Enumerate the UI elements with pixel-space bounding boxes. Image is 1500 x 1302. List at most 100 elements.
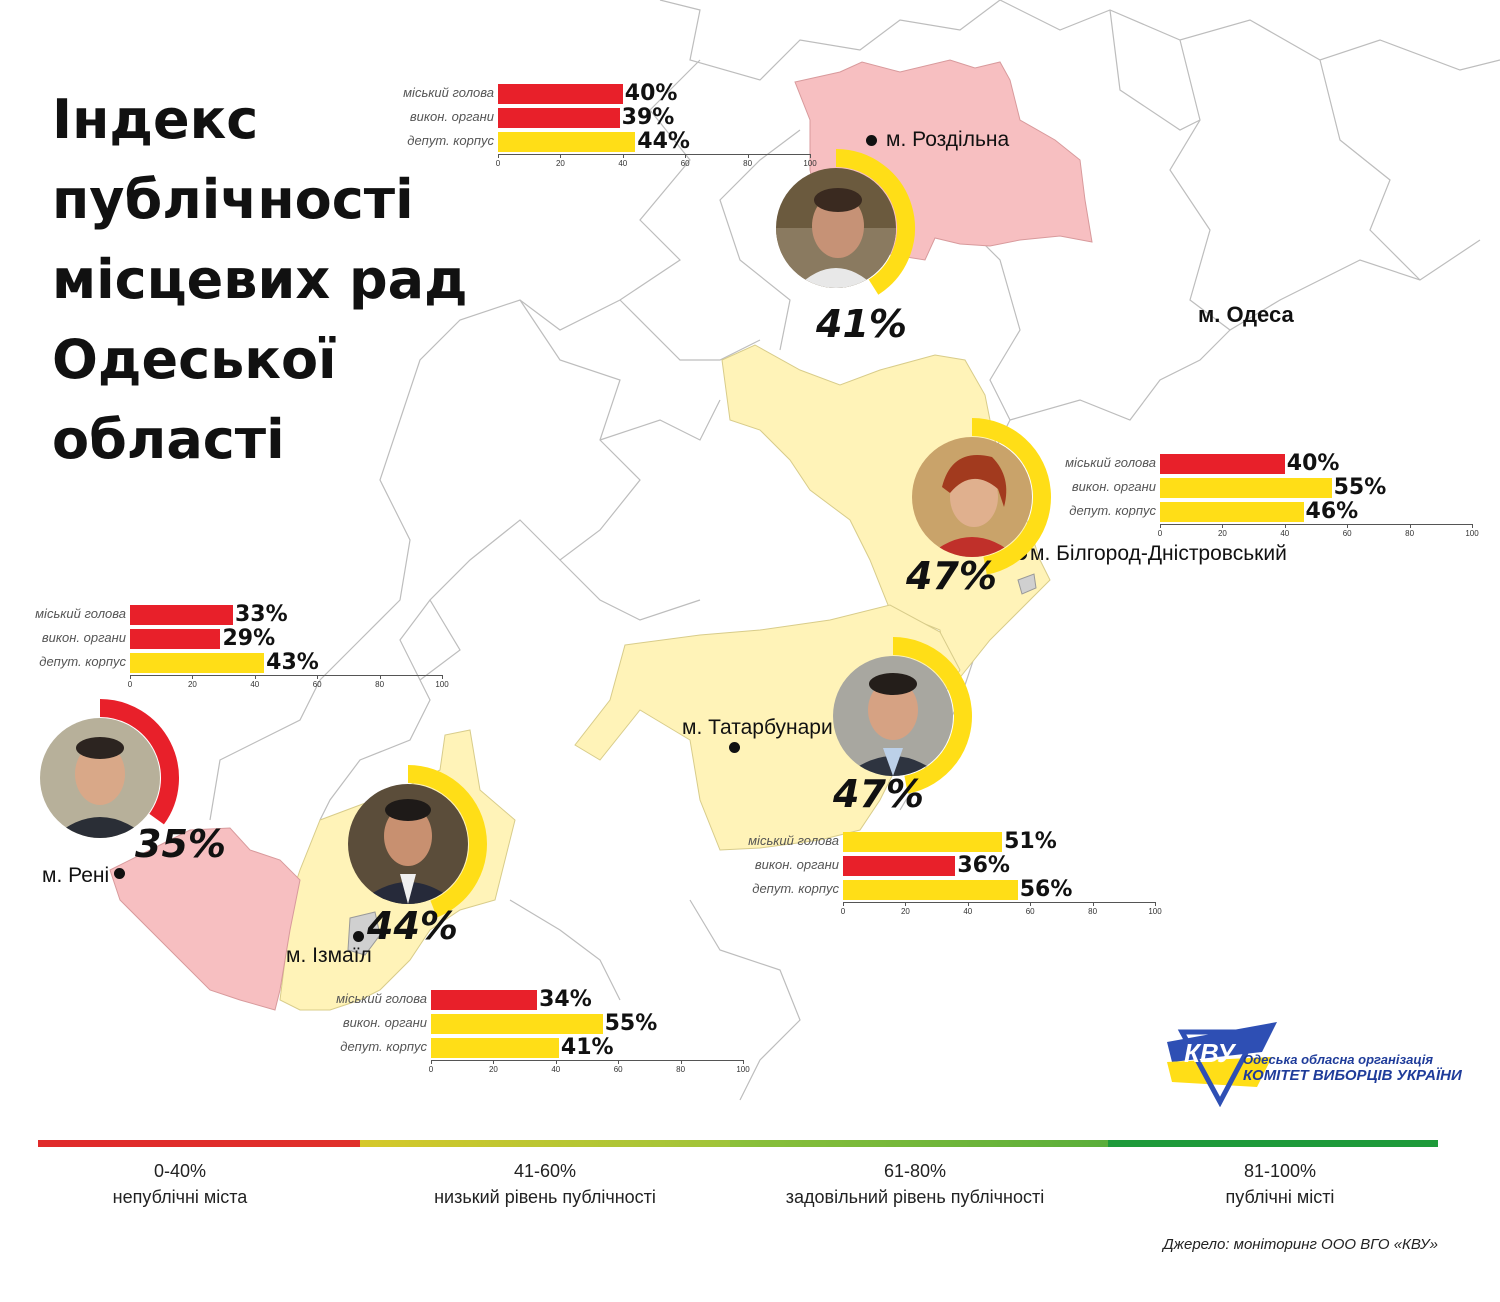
bar-value-label: 41% bbox=[560, 1035, 614, 1060]
bar bbox=[843, 832, 1003, 852]
axis-tick bbox=[747, 154, 749, 158]
avatar-rozdilna bbox=[776, 168, 896, 288]
page-title: Індекс публічності місцевих рад Одеської… bbox=[52, 88, 468, 471]
bar-value-label: 46% bbox=[1305, 499, 1359, 524]
axis-tick bbox=[498, 154, 499, 158]
bar-value-label: 33% bbox=[234, 602, 288, 627]
bar-category-label: викон. органи bbox=[41, 630, 126, 645]
bar-axis bbox=[431, 1060, 743, 1061]
bar bbox=[498, 84, 623, 104]
axis-tick bbox=[560, 154, 562, 158]
axis-tick-label: 80 bbox=[1088, 907, 1098, 916]
axis-tick bbox=[254, 675, 256, 679]
district-borders bbox=[209, 0, 1500, 1101]
axis-tick-label: 80 bbox=[1405, 529, 1415, 538]
bar bbox=[843, 880, 1018, 900]
bar-value-label: 36% bbox=[957, 853, 1010, 878]
axis-tick bbox=[431, 1060, 432, 1064]
city-label-reni: м. Рені bbox=[42, 864, 110, 887]
axis-tick bbox=[555, 1060, 557, 1064]
bar-axis bbox=[130, 675, 442, 676]
bar bbox=[1160, 454, 1285, 474]
bar-value-label: 51% bbox=[1004, 829, 1057, 854]
axis-tick-label: 100 bbox=[736, 1065, 750, 1074]
bar-axis bbox=[498, 154, 810, 155]
kvu-logo-icon: КВУ bbox=[1167, 1022, 1277, 1107]
bar bbox=[498, 108, 620, 128]
axis-tick-label: 40 bbox=[963, 907, 973, 916]
index-value-rozdilna: 41% bbox=[816, 302, 907, 346]
bar bbox=[130, 629, 221, 649]
bar bbox=[498, 132, 636, 152]
axis-tick-label: 100 bbox=[803, 159, 817, 168]
bar-category-label: викон. органи bbox=[409, 109, 494, 124]
region-reni bbox=[109, 827, 301, 1011]
bar bbox=[431, 1014, 603, 1034]
index-value-izmail: 44% bbox=[367, 904, 458, 948]
bar-category-label: міський голова bbox=[336, 991, 427, 1006]
index-value-reni: 35% bbox=[135, 822, 226, 866]
source-note: Джерело: моніторинг ООО ВГО «КВУ» bbox=[1163, 1236, 1438, 1253]
axis-tick-label: 60 bbox=[680, 159, 690, 168]
axis-tick bbox=[810, 154, 811, 158]
axis-tick-label: 80 bbox=[676, 1065, 686, 1074]
bar-axis bbox=[1160, 524, 1472, 525]
axis-tick-label: 100 bbox=[435, 680, 449, 689]
axis-tick bbox=[1472, 524, 1473, 528]
axis-tick-label: 80 bbox=[743, 159, 753, 168]
bar bbox=[1160, 502, 1304, 522]
bar-category-label: депут. корпус bbox=[407, 133, 494, 148]
bar-category-label: міський голова bbox=[403, 85, 494, 100]
city-dot-tatarbunary bbox=[729, 742, 740, 753]
bar-category-label: викон. органи bbox=[1071, 479, 1156, 494]
axis-tick-label: 20 bbox=[555, 159, 565, 168]
axis-tick-label: 40 bbox=[250, 680, 260, 689]
legend-item-2: 61-80% задовільний рівень публічності bbox=[785, 1161, 1045, 1207]
axis-tick bbox=[1092, 902, 1094, 906]
axis-tick bbox=[1160, 524, 1161, 528]
axis-tick bbox=[685, 154, 687, 158]
logo-line-1: Одеська обласна організація bbox=[1243, 1052, 1434, 1067]
axis-tick bbox=[442, 675, 443, 679]
bar-value-label: 55% bbox=[604, 1011, 658, 1036]
axis-tick bbox=[379, 675, 381, 679]
logo-mark: КВУ bbox=[1184, 1038, 1237, 1068]
axis-tick-label: 0 bbox=[127, 680, 133, 689]
legend-item-0: 0-40% непублічні міста bbox=[112, 1161, 248, 1207]
bar-axis bbox=[843, 902, 1155, 903]
city-label-izmail: м. Ізмаїл bbox=[286, 944, 372, 967]
bar-category-label: міський голова bbox=[748, 833, 839, 848]
city-dot-izmail bbox=[353, 931, 364, 942]
bar bbox=[130, 653, 265, 673]
city-dot-bilhorod bbox=[1016, 549, 1027, 560]
axis-tick bbox=[905, 902, 907, 906]
bar-category-label: депут. корпус bbox=[1069, 503, 1156, 518]
axis-tick-label: 60 bbox=[312, 680, 322, 689]
bar bbox=[130, 605, 233, 625]
bar-category-label: депут. корпус bbox=[39, 654, 126, 669]
logo-line-2: КОМІТЕТ ВИБОРЦІВ УКРАЇНИ bbox=[1243, 1067, 1462, 1084]
axis-tick-label: 0 bbox=[428, 1065, 434, 1074]
logo-text: Одеська обласна організація КОМІТЕТ ВИБО… bbox=[1243, 1052, 1462, 1084]
bar-value-label: 44% bbox=[637, 129, 690, 154]
axis-tick bbox=[1222, 524, 1224, 528]
region-bilhorod-city bbox=[1017, 573, 1037, 595]
axis-tick bbox=[493, 1060, 495, 1064]
axis-tick bbox=[743, 1060, 744, 1064]
axis-tick bbox=[1155, 902, 1156, 906]
axis-tick bbox=[1409, 524, 1411, 528]
axis-tick-label: 60 bbox=[1342, 529, 1352, 538]
axis-tick-label: 20 bbox=[187, 680, 197, 689]
axis-tick-label: 100 bbox=[1148, 907, 1162, 916]
city-dot-rozdilna bbox=[866, 135, 877, 146]
legend-bar-1 bbox=[360, 1140, 730, 1147]
index-value-bilhorod: 47% bbox=[906, 554, 997, 598]
bar-category-label: міський голова bbox=[35, 606, 126, 621]
avatar-izmail bbox=[348, 784, 468, 904]
avatar-reni bbox=[40, 718, 160, 838]
axis-tick bbox=[618, 1060, 620, 1064]
axis-tick-label: 80 bbox=[375, 680, 385, 689]
legend-bar-3 bbox=[1108, 1140, 1438, 1147]
axis-tick bbox=[192, 675, 194, 679]
axis-tick-label: 40 bbox=[618, 159, 628, 168]
